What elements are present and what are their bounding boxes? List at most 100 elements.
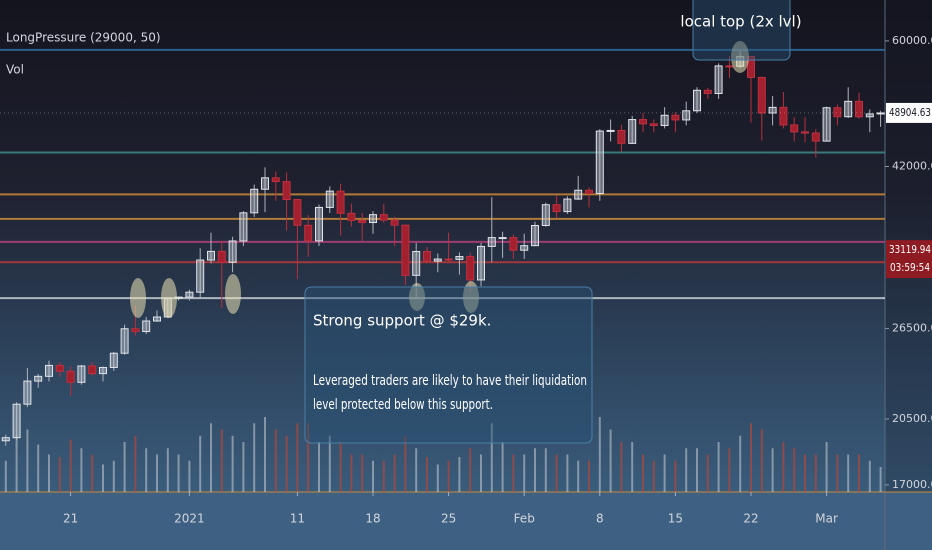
candle-body xyxy=(423,250,431,262)
candle-body xyxy=(498,237,507,240)
candle-body xyxy=(833,107,842,118)
candle-body xyxy=(412,250,421,276)
highlight xyxy=(463,281,479,313)
candle-body xyxy=(768,106,777,114)
candle-body xyxy=(703,89,712,94)
candle-body xyxy=(444,258,453,261)
candle-body xyxy=(12,403,21,439)
candle-body xyxy=(552,204,561,213)
countdown: 03:59:54 xyxy=(890,261,930,274)
highlights xyxy=(130,41,749,318)
time-axis-bg xyxy=(0,492,932,550)
candle-body xyxy=(811,132,820,142)
candle-body xyxy=(217,250,226,263)
indicator-label: Vol xyxy=(6,63,24,77)
last-price-box xyxy=(886,102,932,123)
candle-body xyxy=(520,245,529,251)
candle-body xyxy=(682,110,691,121)
x-tick-label: Feb xyxy=(514,512,535,526)
candle-body xyxy=(271,177,280,183)
x-tick-label: 11 xyxy=(290,512,305,526)
candle-body xyxy=(390,219,399,226)
candle-body xyxy=(293,199,302,226)
candle-body xyxy=(1,437,10,442)
candle-body xyxy=(801,131,809,134)
candle-body xyxy=(585,189,593,194)
candle-body xyxy=(433,258,442,262)
candle-body xyxy=(120,328,129,354)
last-price-label: 48904.63 xyxy=(889,106,931,119)
x-tick-label: 18 xyxy=(365,512,380,526)
candle-body xyxy=(304,224,313,242)
candle-body xyxy=(99,366,107,375)
candle-body xyxy=(23,380,32,405)
axes: 60000.00 42000.00 26500.00 20500.00 17000.00… xyxy=(0,34,932,526)
candle-body xyxy=(358,219,367,224)
candle-body xyxy=(487,237,496,247)
annotation-box xyxy=(304,286,593,444)
candle-body xyxy=(855,100,863,118)
candle-body xyxy=(563,198,572,213)
highlight xyxy=(409,283,425,311)
x-tick-label: 25 xyxy=(441,512,456,526)
indicator-label: LongPressure (29000, 50) xyxy=(6,31,161,45)
candle-body xyxy=(250,188,259,214)
highlight xyxy=(130,278,146,318)
highlight xyxy=(225,274,241,314)
candle-body xyxy=(606,129,615,132)
candle-body xyxy=(88,365,97,375)
x-tick-label: 8 xyxy=(596,512,604,526)
candle-body xyxy=(747,55,755,78)
candle-body xyxy=(639,119,647,125)
y-tick-label: 26500.00 xyxy=(892,322,932,335)
candle-body xyxy=(34,375,43,382)
candles xyxy=(1,51,885,446)
candle-body xyxy=(379,214,388,221)
candle-body xyxy=(531,224,539,247)
alert-price-label: 33119.94 xyxy=(889,243,931,256)
x-tick-label: 2021 xyxy=(174,512,205,526)
candle-body xyxy=(541,204,550,226)
candle-body xyxy=(261,177,269,190)
candle-body xyxy=(131,328,140,333)
x-tick-label: Mar xyxy=(815,512,838,526)
highlight xyxy=(731,41,749,73)
y-tick-label: 17000.00 xyxy=(892,478,932,491)
x-tick-label: 15 xyxy=(668,512,683,526)
candle-body xyxy=(66,370,75,383)
candle-body xyxy=(315,206,323,242)
candle-body xyxy=(790,124,799,133)
candle-body xyxy=(55,364,64,372)
candle-body xyxy=(142,320,151,333)
candle-body xyxy=(865,113,874,118)
volume xyxy=(4,417,882,492)
candle-body xyxy=(725,65,734,68)
levels xyxy=(0,48,885,300)
candle-body xyxy=(595,130,604,194)
candle-body xyxy=(574,189,583,200)
y-tick-label: 60000.00 xyxy=(892,34,932,47)
x-tick-label: 21 xyxy=(63,512,78,526)
y-tick-label: 42000.00 xyxy=(892,159,932,172)
candle-body xyxy=(369,214,377,224)
candle-body xyxy=(109,352,118,368)
candle-body xyxy=(401,224,410,276)
alert-price-box xyxy=(886,240,932,279)
x-tick-label: 22 xyxy=(743,512,758,526)
candle-body xyxy=(336,190,345,214)
annotation: Strong support @ $29k. xyxy=(313,312,491,330)
candle-body xyxy=(757,76,766,114)
candle-body xyxy=(822,107,831,142)
candle-body xyxy=(477,245,485,281)
candle-body xyxy=(153,316,161,322)
highlight xyxy=(161,278,177,318)
candle-body xyxy=(282,181,291,201)
candle-body xyxy=(45,364,53,377)
candle-body xyxy=(455,256,464,260)
candle-body xyxy=(649,123,658,126)
candle-body xyxy=(617,129,626,144)
candle-body xyxy=(876,112,885,115)
candle-body xyxy=(844,100,853,118)
